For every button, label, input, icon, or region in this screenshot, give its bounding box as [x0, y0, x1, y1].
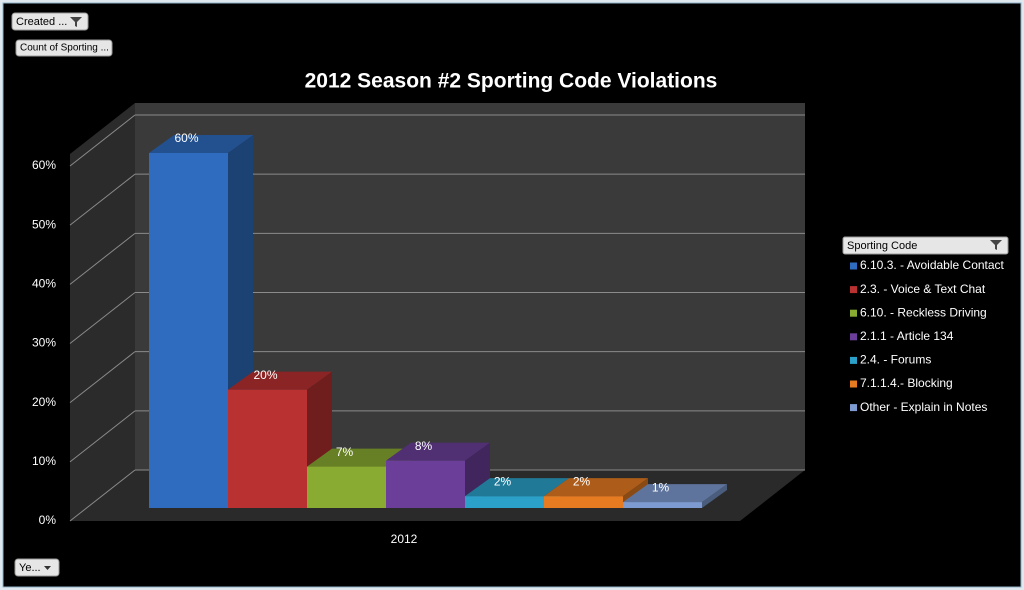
side-wall: [70, 103, 135, 521]
chart-title: 2012 Season #2 Sporting Code Violations: [305, 70, 718, 93]
side-grid-line: [69, 114, 136, 167]
x-tick-label: 2012: [391, 532, 418, 546]
legend-swatch: [850, 404, 857, 412]
bar-top: [623, 484, 727, 503]
side-grid-line: [69, 410, 136, 463]
bar-top: [149, 135, 253, 153]
bar-side: [702, 484, 727, 508]
legend-label: 2.4. - Forums: [860, 353, 931, 367]
data-label: 1%: [652, 480, 670, 494]
bar: [149, 153, 228, 508]
legend-swatch: [850, 380, 857, 388]
bar: [465, 496, 544, 508]
legend-swatch: [850, 309, 857, 317]
bar: [307, 466, 386, 508]
data-label: 20%: [253, 368, 277, 382]
data-label: 60%: [174, 131, 198, 145]
y-tick-label: 50%: [32, 217, 56, 231]
legend: Sporting Code: [842, 236, 1009, 255]
bar-top: [465, 478, 569, 497]
axis-field-button[interactable]: Ye...: [14, 558, 60, 577]
y-tick-label: 10%: [32, 454, 56, 468]
bar-top: [386, 442, 490, 461]
data-label: 8%: [415, 439, 433, 453]
data-label: 2%: [573, 474, 591, 488]
bar-top: [307, 448, 411, 467]
bar-top: [228, 371, 332, 390]
side-grid-line: [69, 351, 136, 404]
y-tick-label: 60%: [32, 158, 56, 172]
side-grid-line: [69, 469, 136, 522]
legend-swatch: [850, 356, 857, 364]
values-button[interactable]: Count of Sporting ...: [15, 39, 113, 57]
data-label: 2%: [494, 474, 512, 488]
data-label: 7%: [336, 445, 354, 459]
legend-label: Other - Explain in Notes: [860, 400, 987, 414]
side-grid-line: [69, 232, 136, 285]
side-grid-line: [69, 292, 136, 344]
bar: [623, 502, 702, 508]
legend-label: 6.10.3. - Avoidable Contact: [860, 258, 1005, 272]
bar: [386, 460, 465, 508]
legend-swatch: [850, 333, 857, 341]
button-label: Ye...: [19, 562, 41, 574]
y-tick-label: 20%: [32, 395, 56, 409]
legend-label: 6.10. - Reckless Driving: [860, 305, 987, 319]
bar: [228, 389, 307, 508]
legend-swatch: [850, 286, 857, 294]
y-tick-label: 30%: [32, 336, 56, 350]
legend-title: Sporting Code: [847, 240, 917, 252]
legend-label: 2.1.1 - Article 134: [860, 329, 954, 343]
bar: [544, 496, 623, 508]
legend-title-box[interactable]: [842, 236, 1009, 255]
button-label: Count of Sporting ...: [20, 43, 109, 54]
legend-label: 7.1.1.4.- Blocking: [860, 376, 953, 390]
y-tick-label: 0%: [39, 513, 57, 527]
legend-label: 2.3. - Voice & Text Chat: [860, 282, 986, 296]
legend-swatch: [850, 262, 857, 270]
side-grid-line: [69, 173, 136, 226]
bar-top: [544, 478, 648, 497]
report-filter-button[interactable]: Created ...: [11, 12, 89, 31]
button-label: Created ...: [16, 16, 67, 28]
y-tick-label: 40%: [32, 277, 56, 291]
